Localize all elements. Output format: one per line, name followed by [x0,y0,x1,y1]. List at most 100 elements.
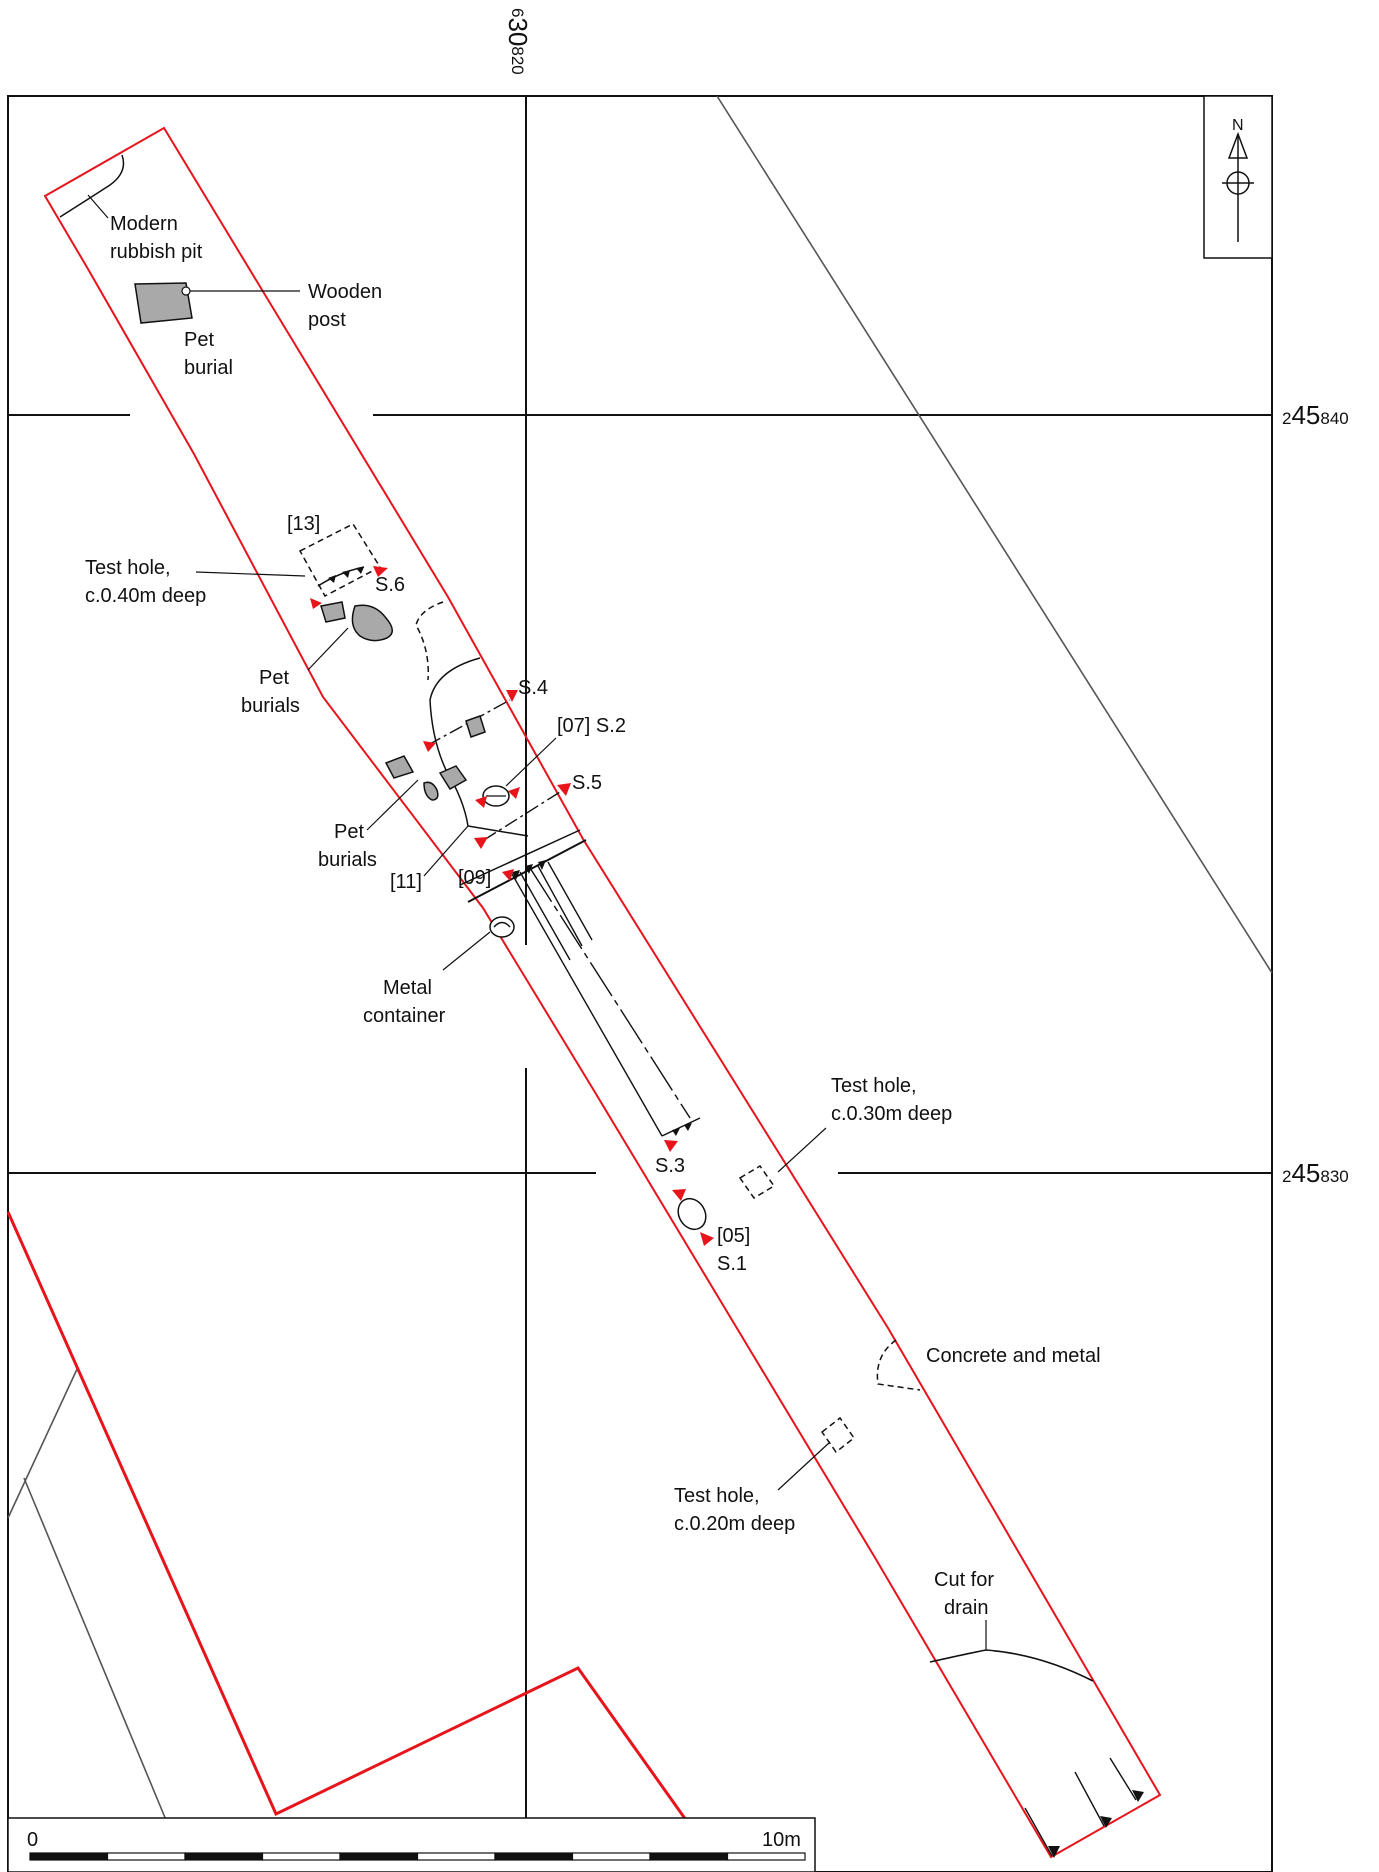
label-concrete-metal: Concrete and metal [926,1345,1101,1367]
scale-segment [494,1852,574,1861]
context-09-edge-2 [459,829,581,886]
scale-start-label: 0 [27,1829,38,1851]
label-section-1: S.1 [717,1253,747,1275]
context-05-feature [677,1197,707,1231]
main-trench-outline [43,126,1162,1859]
label-test-hole-030-1: Test hole, [831,1075,917,1097]
leader-pet-burials-lower [366,779,419,831]
label-section-4: S.4 [518,677,548,699]
label-pet-burial-2: burial [184,357,233,379]
label-context-07-s2: [07] S.2 [557,715,626,737]
section-6-marker-a [373,566,388,577]
section-2-marker-b [475,796,487,808]
label-cut-for-drain-1: Cut for [934,1569,994,1591]
context-09-edge [467,839,587,903]
concrete-metal-feature [876,1339,921,1391]
leader-test-hole-030 [777,1127,827,1173]
pet-burial-e [438,765,468,791]
svg-text:630820: 630820 [503,8,533,75]
adjacent-trench-outline [6,1211,688,1821]
grid-label-northing-840: 245840 [1282,400,1349,430]
label-modern-pit-1: Modern [110,213,178,235]
section-5-marker-b [474,837,488,849]
label-test-hole-030-2: c.0.30m deep [831,1103,952,1125]
section-6-marker-b [310,598,322,609]
large-cut-outline [429,657,529,837]
label-pet-burials-upper-1: Pet [259,667,289,689]
feature-dashed-arc [415,601,444,681]
label-section-5: S.5 [572,772,602,794]
context-09-marker [502,869,514,881]
scale-end-label: 10m [762,1829,801,1851]
label-pet-burial-1: Pet [184,329,214,351]
boundary-lines [7,95,1273,1821]
label-test-hole-020-1: Test hole, [674,1485,760,1507]
label-context-09: [09] [458,867,491,889]
context-13-hachure-ticks [328,567,364,583]
label-section-6: S.6 [375,574,405,596]
metal-container-feature [489,916,515,938]
leader-metal-container [442,931,491,971]
pet-burial-d [384,755,415,779]
north-label: N [1232,117,1244,134]
test-hole-030 [738,1164,776,1200]
pet-burial-b [351,604,393,642]
drain-end-lines [1024,1757,1137,1857]
label-test-hole-020-2: c.0.20m deep [674,1513,795,1535]
label-context-11: [11] [390,871,422,893]
label-pet-burials-lower-2: burials [318,849,377,871]
label-metal-container-2: container [363,1005,446,1027]
pet-burial-a [320,601,346,623]
label-wooden-post-1: Wooden [308,281,382,303]
pet-burial-feature [134,282,193,324]
label-pet-burials-upper-2: burials [241,695,300,717]
modern-rubbish-pit [59,154,125,218]
section-4-marker-b [423,741,436,752]
cut-for-drain [929,1649,1094,1682]
scale-segment [416,1852,496,1861]
leader-pet-burials-upper [307,627,349,671]
scale-segment [184,1852,264,1861]
label-metal-container-1: Metal [383,977,432,999]
drain-end-hachures [1048,1790,1144,1858]
label-context-05: [05] [717,1225,750,1247]
north-arrow: N [1203,95,1273,259]
leader-modern-pit [87,194,109,219]
grid-lines [8,96,1272,1872]
label-section-3: S.3 [655,1155,685,1177]
leader-test-hole-020 [777,1441,831,1491]
section-4-marker-a [506,690,518,702]
section-3-marker [664,1140,678,1152]
label-modern-pit-2: rubbish pit [110,241,203,263]
context-09-drain-lines [511,861,701,1137]
test-hole-020 [820,1416,856,1454]
section-5-marker-a [557,783,571,796]
section-4-line [427,699,511,746]
label-context-13: [13] [287,513,320,535]
scale-bar-box [7,1817,816,1872]
scale-segment [339,1852,419,1861]
section-5-line [483,791,561,841]
map-frame [7,95,1273,1872]
leader-test-hole-040 [195,571,306,577]
leader-context-11 [423,825,469,877]
label-wooden-post-2: post [308,309,346,331]
pet-burial-c [465,715,486,738]
pet-burial-f [423,781,439,801]
scale-segment [571,1852,651,1861]
scale-segment [29,1852,109,1861]
grid-label-easting: 630820 [503,8,533,75]
wooden-post-feature [181,286,191,296]
context-09-hachures [512,860,692,1136]
scale-segments [29,1852,806,1861]
scale-segment [261,1852,341,1861]
label-test-hole-040-1: Test hole, [85,557,171,579]
label-test-hole-040-2: c.0.40m deep [85,585,206,607]
section-2-marker-a [508,787,520,799]
scale-bar: 0 10m [7,1817,816,1872]
section-1-marker-a [672,1189,686,1201]
label-pet-burials-lower-1: Pet [334,821,364,843]
grid-label-northing-830: 245830 [1282,1158,1349,1188]
leader-context-07 [505,737,557,787]
